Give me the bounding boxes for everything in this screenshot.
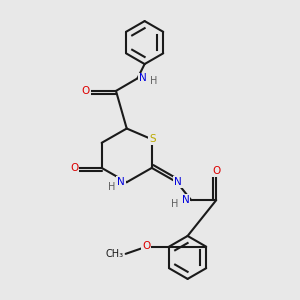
- Text: N: N: [139, 74, 147, 83]
- Text: O: O: [70, 163, 78, 173]
- Text: O: O: [212, 166, 220, 176]
- Text: S: S: [149, 134, 156, 144]
- Text: O: O: [142, 241, 151, 251]
- Text: H: H: [171, 199, 178, 209]
- Text: H: H: [108, 182, 115, 191]
- Text: N: N: [182, 195, 189, 205]
- Text: CH₃: CH₃: [105, 249, 123, 259]
- Text: O: O: [81, 86, 90, 96]
- Text: H: H: [150, 76, 158, 86]
- Text: N: N: [117, 177, 125, 187]
- Text: N: N: [174, 177, 182, 187]
